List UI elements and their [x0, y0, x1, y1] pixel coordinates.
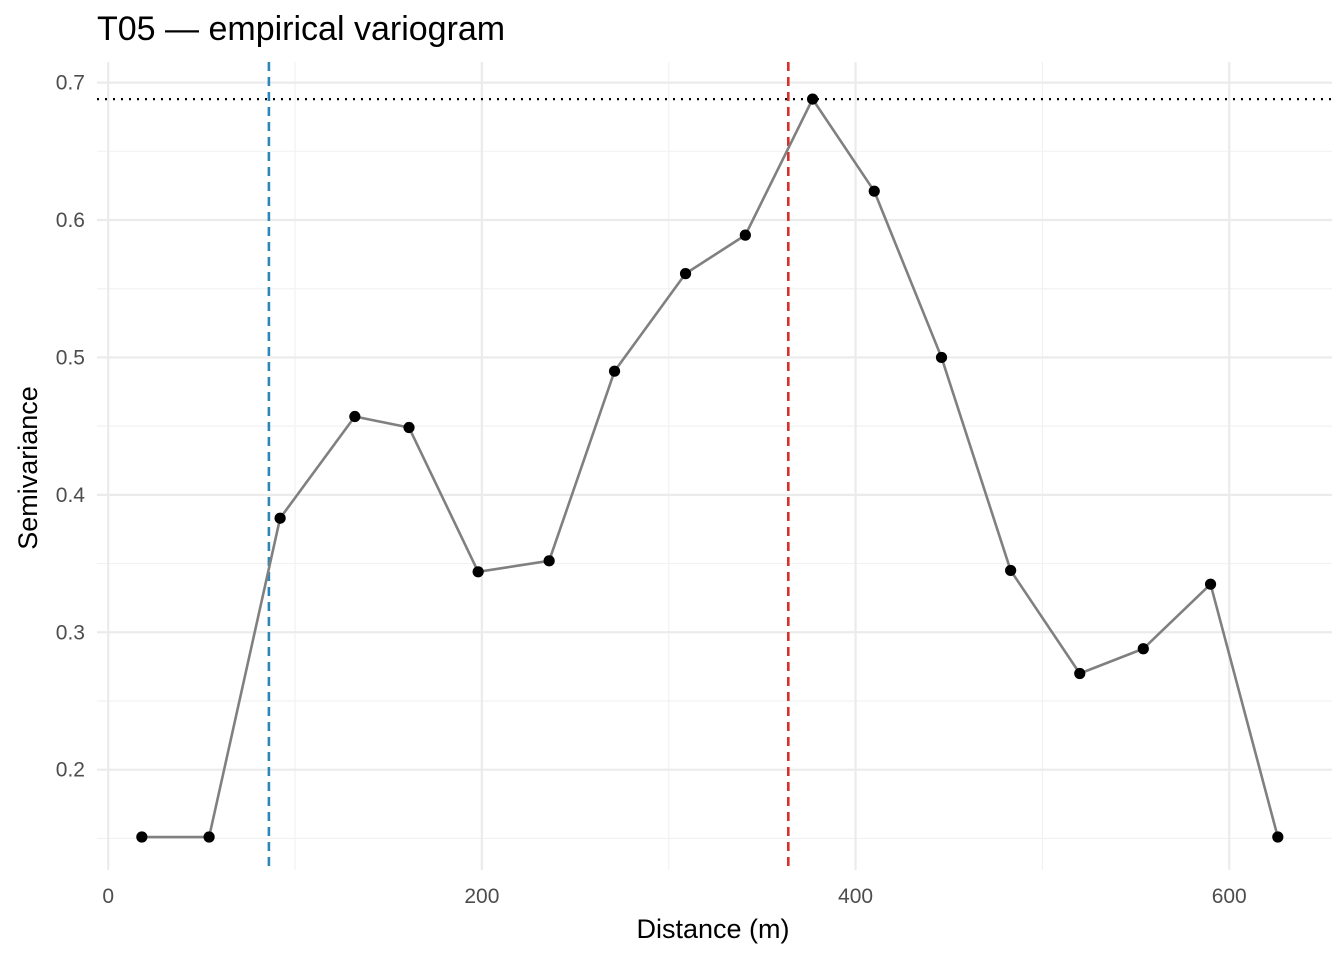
- data-point: [868, 185, 880, 197]
- data-point: [739, 229, 751, 241]
- y-tick-label: 0.2: [56, 759, 85, 782]
- y-axis-ticks: 0.2 0.3 0.4 0.5 0.6 0.7: [56, 72, 86, 782]
- y-tick-label: 0.4: [56, 484, 86, 507]
- x-tick-label: 600: [1212, 885, 1247, 908]
- data-point: [1272, 831, 1284, 843]
- data-point: [203, 831, 215, 843]
- x-tick-label: 400: [838, 885, 873, 908]
- y-tick-label: 0.3: [56, 621, 85, 644]
- data-point: [1137, 643, 1149, 655]
- x-axis-label: Distance (m): [636, 914, 789, 944]
- y-tick-label: 0.7: [56, 72, 85, 95]
- data-point: [349, 410, 361, 423]
- data-point: [403, 421, 415, 434]
- y-tick-label: 0.6: [56, 209, 85, 232]
- series-line: [141, 97, 1280, 839]
- x-tick-label: 0: [102, 885, 114, 908]
- chart-title: T05 — empirical variogram: [97, 10, 505, 48]
- data-point: [543, 555, 555, 567]
- data-point: [679, 268, 692, 280]
- grid: [97, 62, 1332, 870]
- data-point: [1074, 667, 1086, 680]
- x-axis-ticks: 0 200 400 600: [102, 885, 1246, 908]
- data-point: [1204, 578, 1217, 590]
- reference-lines: [97, 62, 1332, 870]
- series-layer: [136, 93, 1284, 843]
- x-tick-label: 200: [464, 885, 499, 908]
- data-point: [608, 365, 621, 377]
- data-point: [1005, 564, 1017, 577]
- y-axis-label: Semivariance: [13, 386, 43, 550]
- y-tick-label: 0.5: [56, 346, 85, 369]
- data-point: [274, 512, 286, 524]
- data-point: [806, 93, 819, 105]
- data-point: [935, 351, 948, 364]
- data-point: [472, 566, 484, 578]
- data-point: [136, 831, 148, 843]
